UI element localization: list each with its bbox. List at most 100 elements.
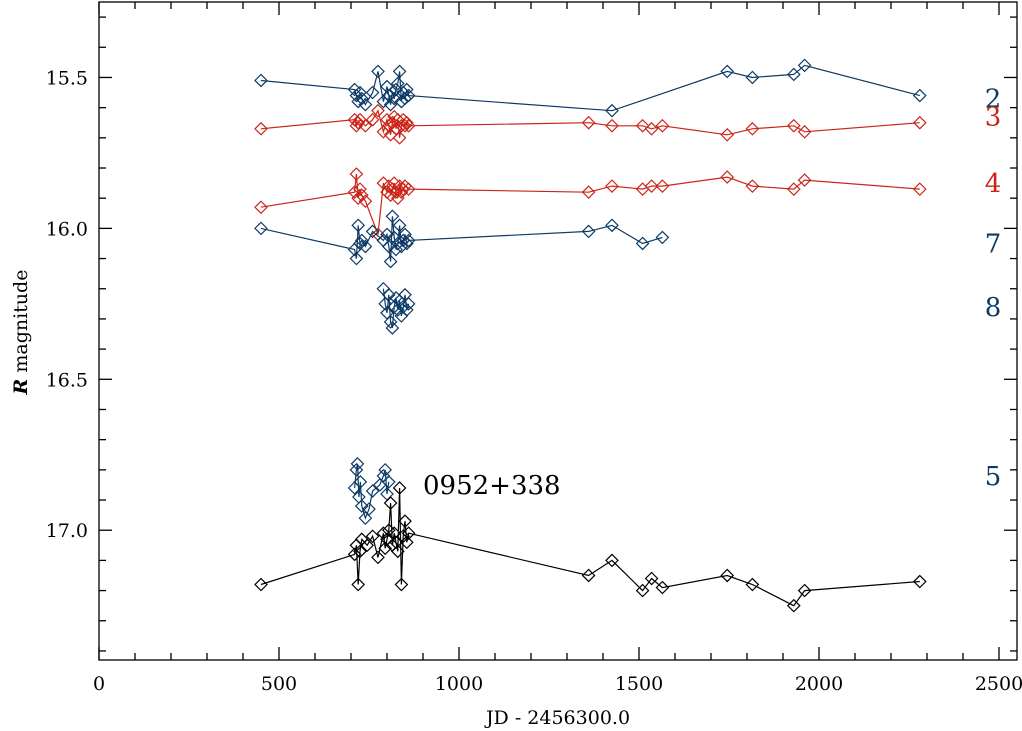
data-point [390,544,405,559]
data-point [358,511,373,525]
data-point [605,179,619,193]
data-point [365,224,380,239]
data-point [605,218,619,233]
data-point [351,577,366,592]
data-point [644,179,659,193]
data-point [358,118,373,133]
data-point [720,64,735,79]
data-point [786,182,801,196]
data-point [358,194,373,209]
data-point [390,191,405,206]
data-point [745,121,760,136]
data-point [365,484,380,498]
series-label: 7 [985,229,1002,259]
data-point [354,499,369,513]
data-point [365,112,380,127]
data-point [399,115,414,130]
data-point [655,580,670,595]
x-tick-label: 1000 [435,673,483,695]
data-point [581,115,596,130]
data-point [378,462,393,477]
data-point [381,287,396,302]
data-point [358,97,373,112]
data-point [380,227,394,242]
data-point [635,583,650,598]
data-point [394,94,409,109]
data-point [797,124,812,139]
series-group: 8 [376,281,1002,335]
data-point [385,85,400,100]
series-label: 5 [985,462,1002,492]
data-point [358,239,373,254]
x-tick-label: 500 [261,673,297,695]
data-point [912,115,927,130]
data-point [797,583,812,598]
data-point [351,191,366,206]
data-point [635,118,650,133]
data-point [254,121,268,136]
data-point [387,91,402,106]
data-point [390,76,405,91]
data-point [387,526,402,541]
data-point [401,182,416,196]
data-point [389,185,403,200]
data-point [720,127,735,142]
data-point [644,121,659,136]
data-point [381,475,396,489]
data-point [745,179,760,193]
data-point [401,233,416,248]
data-point [399,535,414,550]
series-label: 8 [985,293,1002,323]
series-label: 4 [985,169,1002,199]
data-point [381,118,396,133]
data-point [392,130,407,145]
annotation-label: 0952+338 [423,471,561,501]
data-point [392,218,407,233]
y-axis-title-symbol: R [10,379,32,396]
data-point [392,481,407,495]
data-point [254,73,268,88]
data-point [745,70,760,85]
y-tick-label: 17.0 [46,520,88,542]
data-point [655,118,670,133]
data-point [392,64,407,79]
data-point [390,303,405,317]
data-point [401,296,416,311]
data-point [389,535,403,550]
data-point [605,103,619,118]
series-line [260,109,920,138]
data-point [360,538,375,553]
data-point [349,251,364,266]
data-point [655,179,670,193]
data-point [655,230,670,245]
data-point [797,173,812,187]
x-tick-label: 2000 [795,673,843,695]
data-point [378,541,393,556]
data-point [635,236,650,251]
data-point [365,85,380,100]
data-point [378,296,393,311]
data-point [605,553,619,568]
data-point [383,254,398,269]
data-point [351,218,366,233]
axis-ticks: 0 500 1000 1500 2000 2500 15.5 16.0 16.5 17.0 [46,2,1022,695]
data-point [254,577,268,592]
data-point [398,227,412,242]
data-point [385,209,400,224]
data-point [786,118,801,133]
y-tick-label: 15.5 [46,67,88,89]
data-point [720,170,735,184]
data-point [347,547,362,562]
data-point [605,118,619,133]
data-point [349,462,364,477]
data-point [797,58,812,73]
data-point [351,94,366,109]
data-point [254,221,268,236]
data-point [390,112,405,127]
data-point [581,185,596,200]
data-point [354,91,369,106]
x-tick-label: 1500 [615,673,663,695]
data-point [912,88,927,103]
data-point [353,544,367,559]
